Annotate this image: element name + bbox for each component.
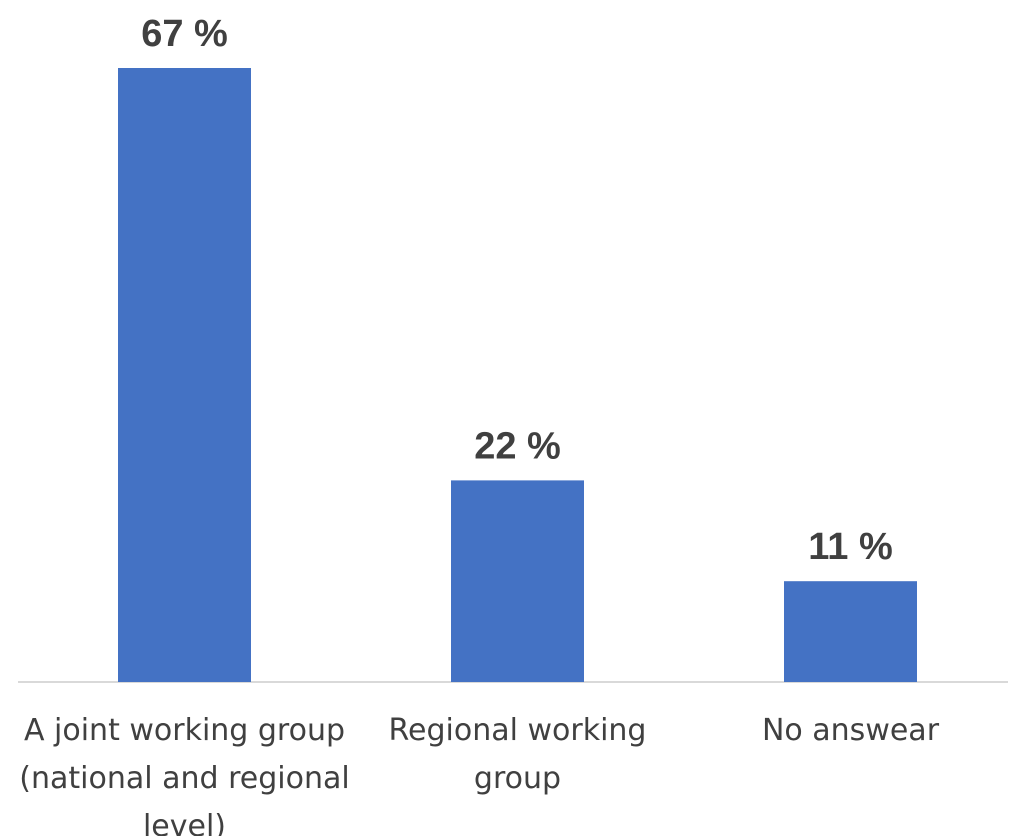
bar-1: [118, 68, 251, 682]
category-label-3-line-1: No answear: [762, 713, 940, 748]
category-label-2-line-1: Regional working: [389, 713, 647, 748]
category-label-1-line-3: level): [143, 809, 226, 836]
data-label-3: 11 %: [808, 526, 893, 568]
bar-3: [784, 581, 917, 682]
category-label-2-line-2: group: [474, 761, 561, 796]
value-labels-group: 67 % 22 % 11 %: [141, 13, 893, 568]
category-label-1-line-2: (national and regional: [19, 761, 349, 796]
category-label-1-line-1: A joint working group: [24, 713, 345, 748]
category-labels-group: A joint working group (national and regio…: [19, 713, 939, 836]
data-label-1: 67 %: [141, 13, 228, 55]
bar-2: [451, 480, 584, 682]
bars-group: [118, 68, 917, 682]
data-label-2: 22 %: [474, 425, 561, 467]
